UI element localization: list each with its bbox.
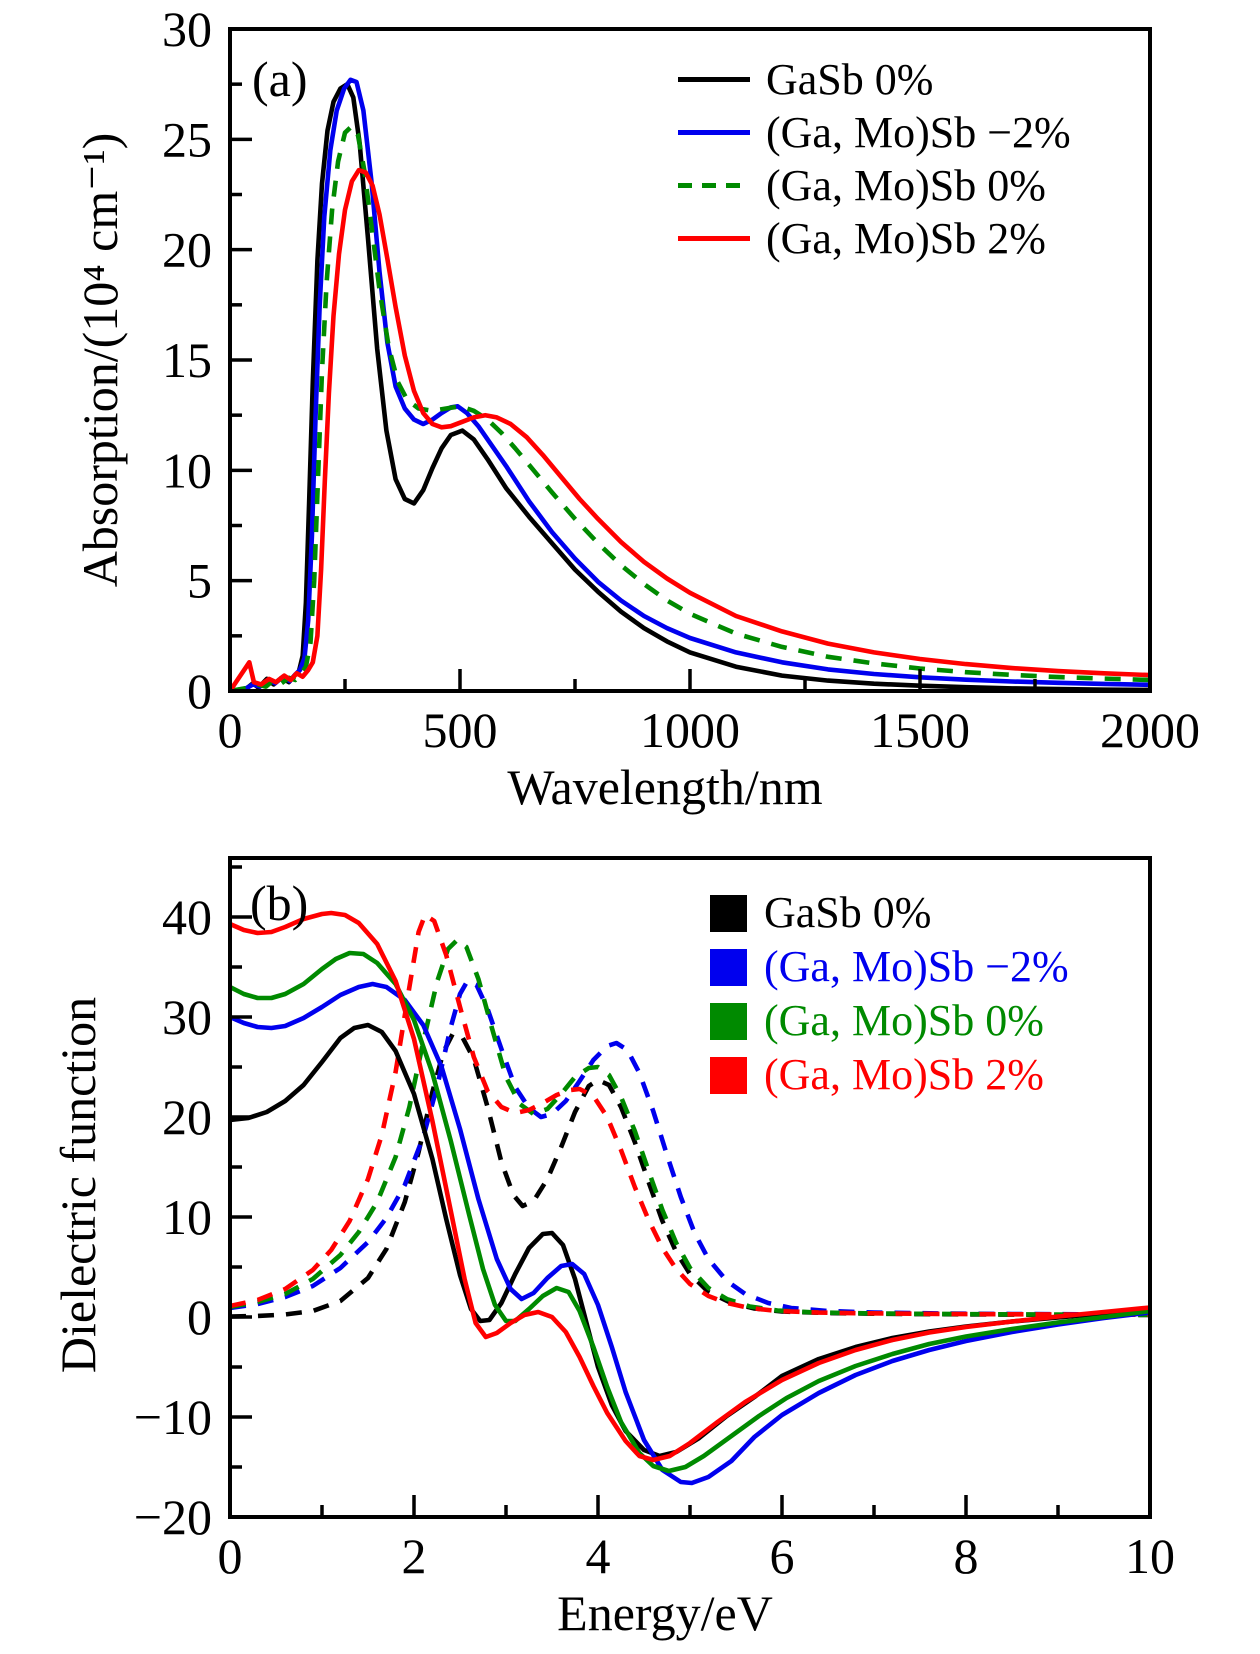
series-dashed-line: [229, 912, 1151, 1317]
legend-item-label: (Ga, Mo)Sb −2%: [766, 107, 1071, 157]
x-tick-label: 2: [402, 1528, 427, 1584]
dashed-line-swatch: [678, 183, 750, 188]
panel-a-legend: GaSb 0% (Ga, Mo)Sb −2% (Ga, Mo)Sb 0% (Ga, M…: [678, 53, 1071, 265]
legend-item: (Ga, Mo)Sb 2%: [678, 212, 1071, 265]
series-solid-line: [228, 981, 1152, 1486]
y-tick-label: 30: [162, 1, 212, 57]
series-solid-line: [228, 1022, 1152, 1459]
series-solid-line: [228, 167, 1152, 693]
y-tick-label: 40: [162, 889, 212, 945]
x-tick-label: 0: [218, 702, 243, 758]
panel-b-xaxis-title: Energy/eV: [557, 1585, 773, 1641]
y-tick-label: 5: [187, 553, 212, 609]
square-swatch: [710, 1002, 747, 1040]
legend-item-label: (Ga, Mo)Sb 2%: [766, 213, 1046, 263]
panel-a-plot: 0 500 1000 1500 2000 0 5 10 15 20 25 30: [162, 1, 1200, 758]
y-tick-label: −10: [134, 1389, 212, 1445]
legend-item-label: (Ga, Mo)Sb 0%: [764, 996, 1044, 1045]
solid-line-swatch: [678, 77, 750, 82]
square-swatch: [710, 1056, 747, 1094]
y-tick-label: 0: [187, 1289, 212, 1345]
series-solid-line: [228, 950, 1152, 1474]
x-tick-label: 1500: [870, 702, 970, 758]
y-tick-label: 10: [162, 1189, 212, 1245]
y-tick-label: 10: [162, 442, 212, 498]
legend-item-label: GaSb 0%: [764, 888, 932, 937]
panel-a-yaxis-title: Absorption/(10⁴ cm⁻¹): [72, 132, 128, 588]
x-tick-label: 1000: [640, 702, 740, 758]
y-tick-label: 15: [162, 332, 212, 388]
y-tick-label: −20: [134, 1489, 212, 1545]
legend-item: (Ga, Mo)Sb 0%: [678, 159, 1071, 212]
panel-a-letter: (a): [252, 51, 308, 107]
y-tick-label: 0: [187, 663, 212, 719]
series-dashed-line: [229, 123, 1151, 693]
legend-item-label: (Ga, Mo)Sb 0%: [766, 160, 1046, 210]
x-tick-label: 4: [586, 1528, 611, 1584]
panel-b-yaxis-title: Dielectric function: [50, 996, 106, 1374]
series-solid-line: [228, 910, 1152, 1463]
x-tick-label: 2000: [1100, 702, 1200, 758]
x-tick-label: 6: [770, 1528, 795, 1584]
y-tick-label: 20: [162, 1089, 212, 1145]
legend-item: (Ga, Mo)Sb −2%: [678, 106, 1071, 159]
legend-item: (Ga, Mo)Sb 2%: [710, 1048, 1069, 1102]
x-tick-label: 0: [218, 1528, 243, 1584]
legend-item: (Ga, Mo)Sb 0%: [710, 994, 1069, 1048]
y-tick-label: 30: [162, 989, 212, 1045]
legend-item: GaSb 0%: [710, 886, 1069, 940]
panel-a-xaxis-title: Wavelength/nm: [507, 759, 823, 815]
legend-item: (Ga, Mo)Sb −2%: [710, 940, 1069, 994]
panel-b-legend: GaSb 0% (Ga, Mo)Sb −2% (Ga, Mo)Sb 0% (Ga, M…: [710, 886, 1069, 1102]
panel-b-letter: (b): [250, 875, 309, 931]
legend-item: GaSb 0%: [678, 53, 1071, 106]
y-tick-label: 25: [162, 111, 212, 167]
square-swatch: [710, 894, 747, 932]
x-tick-label: 500: [423, 702, 498, 758]
series-solid-line: [228, 77, 1152, 693]
square-swatch: [710, 948, 747, 986]
series-dashed-line: [229, 937, 1151, 1318]
solid-line-swatch: [678, 130, 750, 135]
legend-item-label: (Ga, Mo)Sb 2%: [764, 1050, 1044, 1099]
x-tick-label: 8: [954, 1528, 979, 1584]
legend-item-label: GaSb 0%: [766, 54, 934, 104]
series-group: [228, 77, 1152, 693]
x-tick-label: 10: [1125, 1528, 1175, 1584]
y-tick-label: 20: [162, 222, 212, 278]
series-dashed-line: [229, 1031, 1151, 1319]
legend-item-label: (Ga, Mo)Sb −2%: [764, 942, 1069, 991]
solid-line-swatch: [678, 236, 750, 241]
series-group: [228, 910, 1152, 1486]
panel-b-plot: 0 2 4 6 8 10 −20 −10 0 10 20 30 40: [134, 856, 1175, 1584]
